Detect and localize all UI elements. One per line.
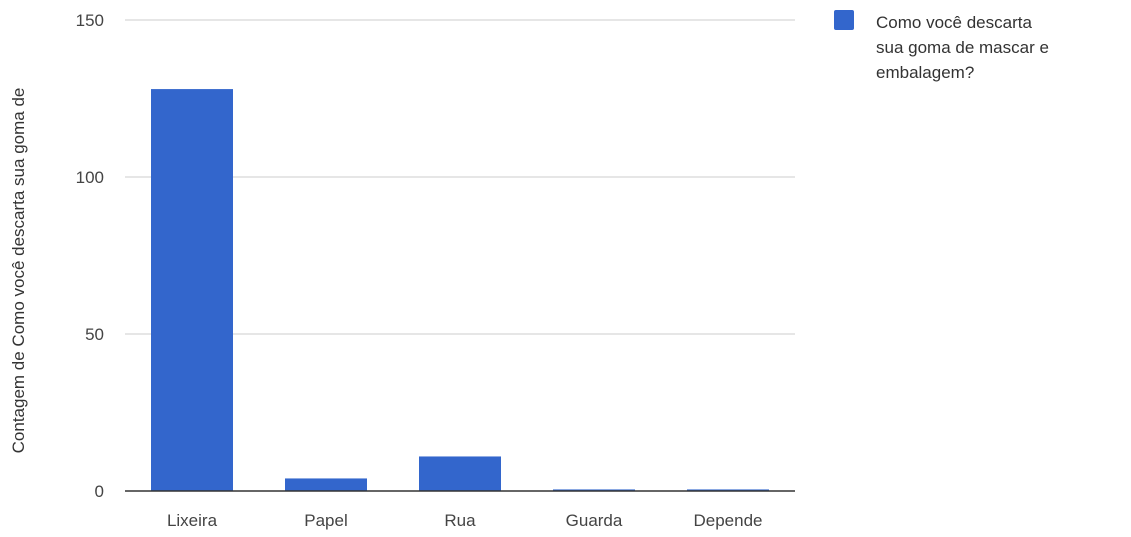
bar-guarda <box>553 489 635 491</box>
bar-depende <box>687 489 769 491</box>
bar-lixeira <box>151 89 233 491</box>
y-axis-title: Contagem de Como você descarta sua goma … <box>9 88 28 454</box>
bars <box>151 89 769 491</box>
y-tick-label: 150 <box>76 11 104 30</box>
x-tick-label: Guarda <box>566 511 623 530</box>
bar-rua <box>419 456 501 491</box>
x-tick-label: Papel <box>304 511 347 530</box>
bar-papel <box>285 478 367 491</box>
legend-label: embalagem? <box>876 63 974 82</box>
gridlines <box>125 19 795 335</box>
x-tick-label: Depende <box>693 511 762 530</box>
y-tick-label: 100 <box>76 168 104 187</box>
axes: 0 50 100 150 Lixeira Papel Rua Guarda Depende Con… <box>9 11 795 530</box>
legend-label: Como você descarta <box>876 13 1032 32</box>
legend-swatch <box>834 10 854 30</box>
x-tick-label: Rua <box>444 511 476 530</box>
legend: Como você descarta sua goma de mascar e em… <box>834 10 1049 82</box>
x-tick-label: Lixeira <box>167 511 218 530</box>
y-tick-label: 0 <box>95 482 104 501</box>
y-tick-label: 50 <box>85 325 104 344</box>
legend-label: sua goma de mascar e <box>876 38 1049 57</box>
